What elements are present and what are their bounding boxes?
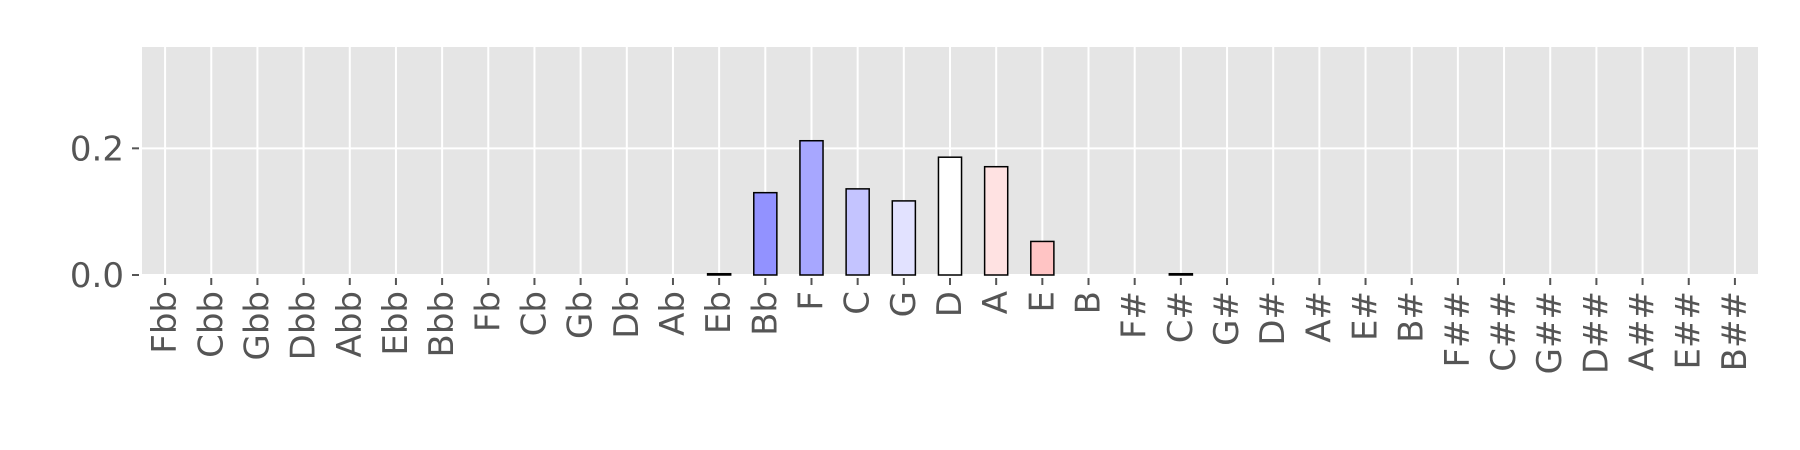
x-tick-label: A — [976, 291, 1016, 314]
x-tick-label: F# — [1115, 291, 1155, 339]
x-tick-label: B## — [1715, 291, 1755, 371]
bar-Eb — [706, 272, 732, 276]
x-tick-label: A# — [1299, 291, 1339, 343]
bar-Bb — [753, 191, 778, 276]
x-tick-label: D — [930, 291, 970, 317]
x-tick-label: F — [791, 291, 831, 311]
x-tick-label: Ebb — [376, 291, 416, 356]
x-tick-label: Cbb — [191, 291, 231, 358]
x-tick-label: C## — [1484, 291, 1524, 372]
x-tick-label: A## — [1623, 291, 1663, 371]
bars — [706, 139, 1194, 276]
x-tick-label: Fb — [468, 291, 508, 332]
x-tick-label: Ab — [653, 291, 693, 336]
x-tick-label: Gb — [561, 291, 601, 339]
x-tick-label: G# — [1207, 291, 1247, 346]
x-tick-label: B# — [1392, 291, 1432, 343]
x-tick-label: Db — [607, 291, 647, 339]
bar-A — [983, 165, 1009, 276]
y-tick-label: 0.2 — [70, 129, 124, 169]
x-tick-label: F## — [1438, 291, 1478, 368]
grid-lines — [142, 47, 1758, 276]
x-tick-label: D# — [1253, 291, 1293, 346]
x-tick-label: Dbb — [284, 291, 324, 360]
bar-E — [1030, 240, 1055, 276]
bar-F — [799, 139, 824, 276]
bar-C — [845, 188, 870, 276]
x-tick-label: G## — [1530, 291, 1570, 374]
x-tick-label: Eb — [699, 291, 739, 334]
x-tick-label: C — [838, 291, 878, 315]
bar-G — [891, 200, 917, 276]
x-tick-label: Cb — [514, 291, 554, 336]
x-tick-label: Fbb — [145, 291, 185, 354]
x-tick-label: E## — [1669, 291, 1709, 369]
x-tick-label: Bb — [745, 291, 785, 336]
x-tick-label: D## — [1576, 291, 1616, 374]
x-tick-label: Abb — [330, 291, 370, 357]
bar-D — [937, 156, 963, 276]
x-tick-label: Bbb — [422, 291, 462, 358]
x-tick-label: G — [884, 291, 924, 317]
x-tick-label: E# — [1346, 291, 1386, 341]
x-tick-label: B — [1069, 291, 1109, 314]
x-tick-label: C# — [1161, 291, 1201, 343]
y-tick-label: 0.0 — [70, 256, 124, 296]
x-tick-label: E — [1022, 291, 1062, 312]
x-tick-label: Gbb — [237, 291, 277, 361]
bar-C# — [1168, 272, 1194, 276]
